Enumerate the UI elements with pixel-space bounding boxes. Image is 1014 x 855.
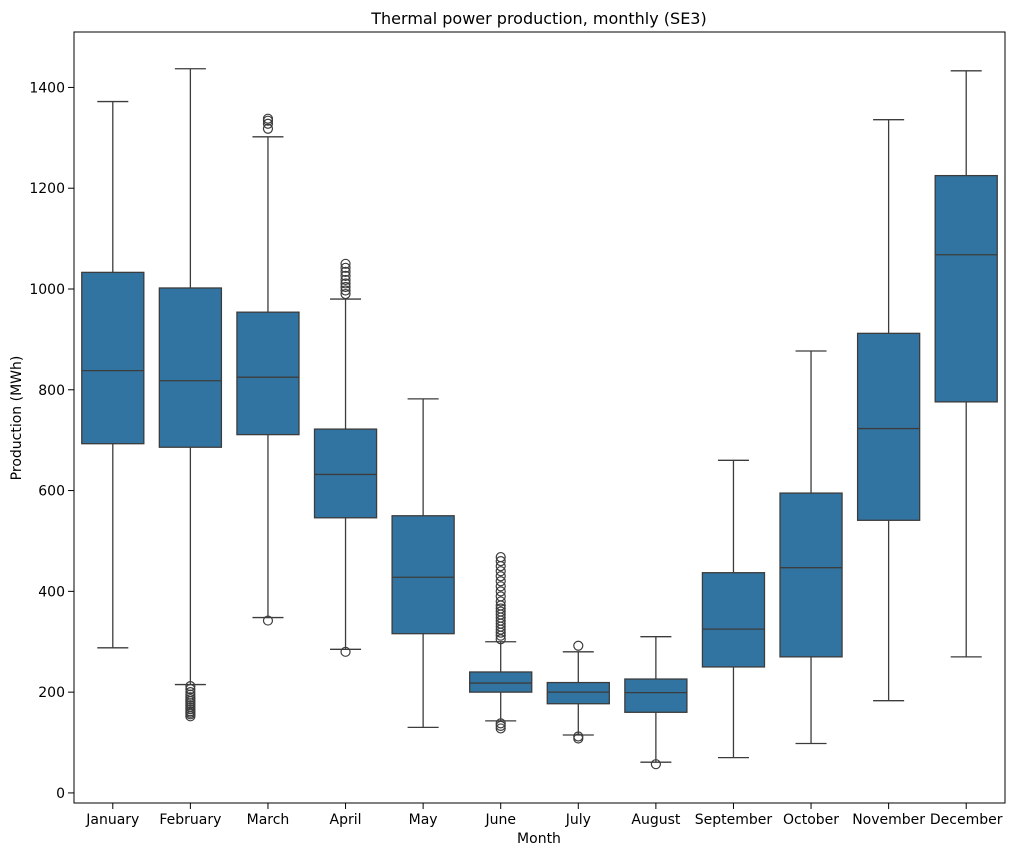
box-iqr	[856, 332, 921, 521]
outlier-point	[495, 603, 506, 614]
outlier-point	[340, 274, 351, 286]
outlier-point	[340, 278, 351, 289]
box-september	[701, 459, 766, 759]
box-march	[236, 113, 300, 626]
x-tick-label: June	[484, 812, 516, 828]
x-tick-label: February	[159, 812, 221, 828]
outlier-point	[340, 281, 351, 293]
box-iqr	[313, 428, 378, 519]
box-april	[313, 258, 378, 657]
box-november	[856, 119, 921, 702]
outlier-point	[650, 759, 661, 770]
outlier-point	[495, 581, 506, 592]
outlier-point	[495, 723, 506, 734]
outlier-point	[185, 711, 196, 722]
box-iqr	[546, 681, 610, 705]
outlier-point	[262, 123, 274, 134]
outlier-point	[495, 556, 506, 567]
outlier-point	[262, 615, 274, 626]
box-iqr	[81, 271, 145, 445]
y-tick-label: 200	[38, 685, 65, 701]
y-tick-label: 1400	[29, 80, 65, 96]
plot-frame	[73, 31, 1006, 804]
outlier-point	[495, 720, 506, 732]
y-tick-label: 1000	[29, 282, 65, 298]
outlier-point	[573, 731, 584, 742]
y-tick-label: 400	[38, 584, 65, 600]
chart-title: Thermal power production, monthly (SE3)	[370, 9, 706, 28]
outlier-point	[185, 684, 196, 695]
outlier-point	[573, 640, 584, 651]
outlier-point	[340, 266, 351, 277]
outlier-point	[495, 718, 506, 729]
x-tick-label: August	[631, 812, 681, 828]
box-iqr	[701, 572, 766, 668]
x-tick-label: January	[85, 812, 139, 828]
box-august	[624, 636, 688, 770]
box-iqr	[624, 678, 688, 713]
box-iqr	[934, 174, 998, 403]
y-axis: 0 200 400 600 800 1000 1200 1400	[29, 80, 74, 802]
x-tick-label: July	[565, 812, 591, 828]
outlier-point	[262, 113, 274, 124]
x-tick-label: December	[930, 812, 1003, 828]
x-tick-label: April	[330, 812, 362, 828]
x-tick-label: November	[852, 812, 925, 828]
x-tick-label: September	[695, 812, 773, 828]
y-tick-label: 800	[38, 383, 65, 399]
outlier-point	[495, 596, 506, 607]
outlier-point	[262, 118, 274, 129]
box-iqr	[779, 492, 843, 658]
box-may	[391, 398, 455, 729]
outlier-point	[495, 586, 506, 597]
x-tick-label: May	[409, 812, 438, 828]
x-tick-label: October	[783, 812, 839, 828]
y-tick-label: 0	[56, 786, 65, 802]
box-june	[469, 551, 533, 734]
outlier-point	[495, 576, 506, 587]
box-iqr	[236, 311, 300, 436]
x-axis-label: Month	[517, 831, 561, 847]
outlier-point	[340, 288, 351, 300]
outlier-point	[340, 270, 351, 281]
plot-area	[81, 68, 998, 770]
outlier-point	[495, 591, 506, 602]
box-iqr	[158, 287, 223, 448]
y-axis-label: Production (MWh)	[9, 356, 25, 481]
outlier-point	[340, 285, 351, 296]
outlier-point	[340, 646, 351, 657]
x-tick-label: March	[247, 812, 290, 828]
box-october	[779, 350, 843, 745]
box-iqr	[391, 515, 455, 635]
outlier-point	[495, 566, 506, 577]
outlier-point	[340, 258, 351, 269]
outlier-point	[495, 571, 506, 582]
box-july	[546, 640, 610, 744]
y-tick-label: 600	[38, 484, 65, 500]
box-february	[158, 68, 223, 722]
box-iqr	[469, 671, 533, 693]
outlier-point	[340, 262, 351, 273]
x-axis: January February March April May June July Augu…	[85, 803, 1003, 828]
outlier-point	[495, 606, 506, 617]
box-january	[81, 100, 145, 649]
y-tick-label: 1200	[29, 181, 65, 197]
box-december	[934, 70, 998, 658]
outlier-point	[495, 551, 506, 563]
